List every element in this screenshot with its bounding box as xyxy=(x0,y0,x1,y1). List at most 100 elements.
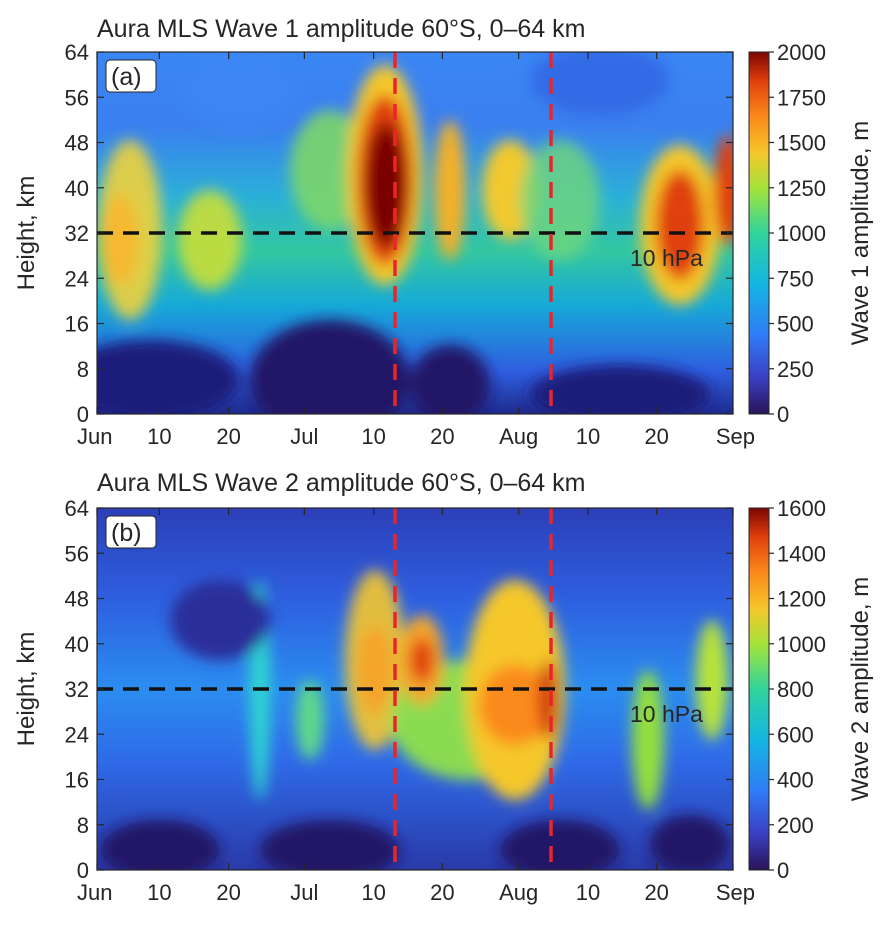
panel-b-blob xyxy=(260,820,400,870)
x-tick-label: 10 xyxy=(147,880,171,905)
panel-a-blob xyxy=(656,170,704,280)
panel-a-label: (a) xyxy=(111,63,142,91)
x-tick-label: 10 xyxy=(361,880,385,905)
y-tick-label: 16 xyxy=(65,312,89,337)
panel-a-10hpa-label: 10 hPa xyxy=(630,245,703,271)
colorbar-tick-label: 500 xyxy=(777,312,814,337)
y-tick-label: 56 xyxy=(65,541,89,566)
panel-a-blob xyxy=(97,340,240,414)
x-tick-label: 20 xyxy=(216,424,240,449)
x-tick-label: 10 xyxy=(576,880,600,905)
panel-b-heatmap xyxy=(97,508,733,870)
colorbar-tick-label: 1250 xyxy=(777,176,826,201)
panel-b-blob xyxy=(500,820,620,870)
panel-b-blob xyxy=(296,680,324,760)
panel-a-blob xyxy=(530,52,670,115)
colorbar-tick-label: 2000 xyxy=(777,40,826,65)
y-tick-label: 48 xyxy=(65,587,89,612)
panel-a-blob xyxy=(714,135,733,245)
x-tick-label: 20 xyxy=(644,424,668,449)
panel-b-blob xyxy=(410,638,434,682)
x-tick-label: Aug xyxy=(499,424,538,449)
colorbar-tick-label: 1000 xyxy=(777,632,826,657)
panel-b-colorbar xyxy=(748,507,770,871)
y-tick-label: 48 xyxy=(65,131,89,156)
panel-b-ylabel: Height, km xyxy=(13,632,40,747)
panel-a-heatmap xyxy=(97,52,733,414)
colorbar-tick-label: 1600 xyxy=(777,496,826,521)
panel-a-blob xyxy=(366,123,406,247)
x-tick-label: Jul xyxy=(290,880,318,905)
x-tick-label: 10 xyxy=(361,424,385,449)
panel-a-label-box xyxy=(105,59,157,93)
panel-b-colorbar-label: Wave 2 amplitude, m xyxy=(847,577,874,802)
panel-b-label-box xyxy=(105,515,157,549)
panel-b-colorbar-ticks: 1600 1400 1200 1000 800 600 400 200 0 xyxy=(769,496,826,883)
colorbar-tick-label: 0 xyxy=(777,858,789,883)
panel-a-blob xyxy=(102,195,138,285)
colorbar-tick-label: 200 xyxy=(777,813,814,838)
y-tick-label: 32 xyxy=(65,677,89,702)
panel-b-blob xyxy=(696,620,728,740)
colorbar-tick-label: 600 xyxy=(777,722,814,747)
y-tick-label: 40 xyxy=(65,632,89,657)
panel-b-blob xyxy=(357,625,393,715)
colorbar-tick-label: 1500 xyxy=(777,131,826,156)
x-tick-label: Jun xyxy=(77,880,112,905)
panel-a-colorbar xyxy=(748,51,770,415)
panel-b-x-ticks: Jun 10 20 Jul 10 20 Aug 10 20 Sep xyxy=(77,508,755,905)
panel-a-blob xyxy=(250,320,410,414)
colorbar-tick-label: 1200 xyxy=(777,587,826,612)
panel-a-title: Aura MLS Wave 1 amplitude 60°S, 0–64 km xyxy=(97,15,585,43)
colorbar-tick-label: 750 xyxy=(777,266,814,291)
panel-a-colorbar-label: Wave 1 amplitude, m xyxy=(847,121,874,346)
x-tick-label: Aug xyxy=(499,880,538,905)
x-tick-label: 20 xyxy=(430,880,454,905)
panel-b-blob xyxy=(650,815,730,870)
y-tick-label: 16 xyxy=(65,768,89,793)
x-tick-label: 20 xyxy=(430,424,454,449)
y-tick-label: 56 xyxy=(65,85,89,110)
panel-b-blob xyxy=(170,580,270,660)
panel-a-colorbar-ticks: 2000 1750 1500 1250 1000 750 500 250 0 xyxy=(769,40,826,427)
y-tick-label: 64 xyxy=(65,40,89,65)
x-tick-label: 20 xyxy=(216,880,240,905)
x-tick-label: Sep xyxy=(716,880,755,905)
colorbar-tick-label: 1400 xyxy=(777,541,826,566)
colorbar-tick-label: 0 xyxy=(777,402,789,427)
colorbar-tick-label: 800 xyxy=(777,677,814,702)
panel-a-y-ticks: 64 56 48 40 32 24 16 8 0 xyxy=(65,40,733,427)
x-tick-label: 20 xyxy=(644,880,668,905)
y-tick-label: 64 xyxy=(65,496,89,521)
y-tick-label: 24 xyxy=(65,722,89,747)
panel-a-blob xyxy=(520,140,600,260)
panel-a-blob xyxy=(410,345,490,414)
y-tick-label: 8 xyxy=(77,813,89,838)
panel-b-blob xyxy=(538,660,558,740)
y-tick-label: 32 xyxy=(65,221,89,246)
x-tick-label: Jul xyxy=(290,424,318,449)
y-tick-label: 24 xyxy=(65,266,89,291)
panel-b-y-ticks: 64 56 48 40 32 24 16 8 0 xyxy=(65,496,733,883)
y-tick-label: 0 xyxy=(77,402,89,427)
x-tick-label: 10 xyxy=(147,424,171,449)
colorbar-tick-label: 1000 xyxy=(777,221,826,246)
panel-a-blob xyxy=(434,120,466,260)
panel-a-blob xyxy=(530,365,710,414)
panel-a-x-ticks: Jun 10 20 Jul 10 20 Aug 10 20 Sep xyxy=(77,52,755,449)
panel-b-blob xyxy=(632,670,664,810)
panel-a-blob xyxy=(180,52,300,130)
panel-a-blob xyxy=(178,190,242,290)
x-tick-label: Sep xyxy=(716,424,755,449)
colorbar-tick-label: 250 xyxy=(777,357,814,382)
panel-b-blob xyxy=(479,665,551,745)
y-tick-label: 0 xyxy=(77,858,89,883)
y-tick-label: 40 xyxy=(65,176,89,201)
panel-b-title: Aura MLS Wave 2 amplitude 60°S, 0–64 km xyxy=(97,469,585,497)
panel-a-ylabel: Height, km xyxy=(13,176,40,291)
panel-b-10hpa-label: 10 hPa xyxy=(630,701,703,727)
panel-a: Aura MLS Wave 1 amplitude 60°S, 0–64 km xyxy=(13,15,874,449)
panel-b: Aura MLS Wave 2 amplitude 60°S, 0–64 km xyxy=(13,469,874,905)
panel-b-label: (b) xyxy=(111,519,142,547)
